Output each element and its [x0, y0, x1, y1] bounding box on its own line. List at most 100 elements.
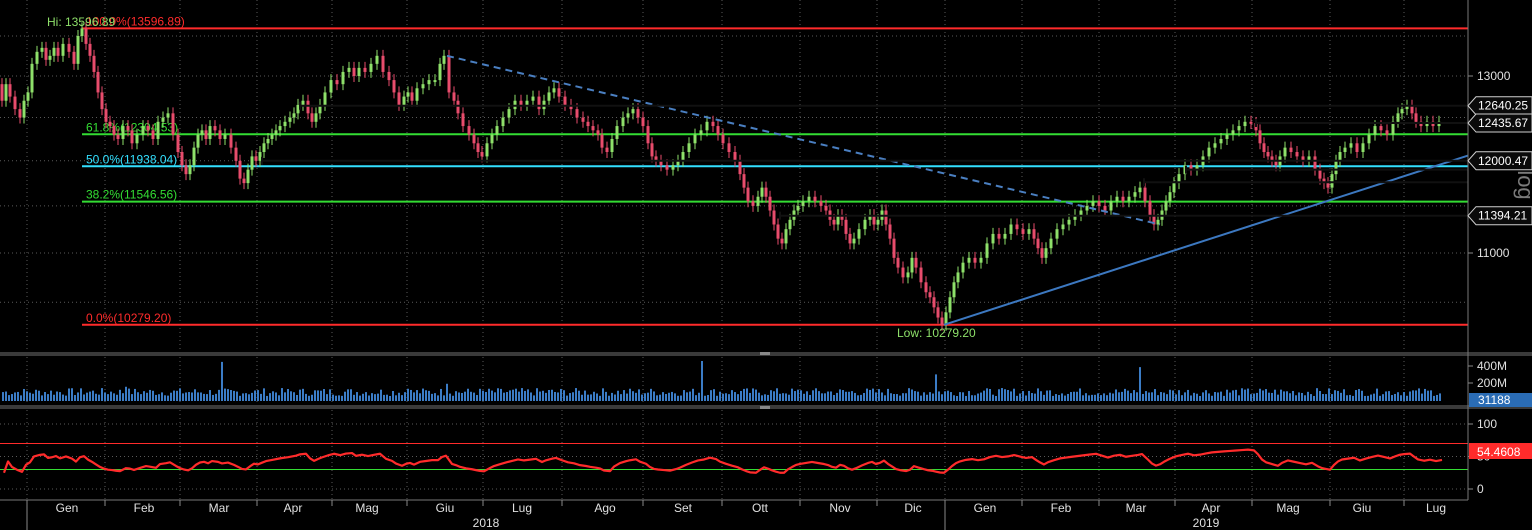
volume-bar: [1271, 392, 1273, 401]
candle-body: [537, 96, 541, 110]
volume-bar: [77, 392, 79, 401]
candle-body: [654, 156, 658, 161]
candle-body: [48, 55, 52, 60]
volume-bar: [23, 388, 25, 401]
volume-bar: [554, 391, 556, 401]
candle-body: [0, 84, 4, 101]
candle-body: [716, 126, 720, 135]
volume-bar: [14, 392, 16, 401]
candle-body: [188, 165, 192, 175]
volume-bar: [839, 389, 841, 401]
volume-bar: [1361, 390, 1363, 401]
candle-body: [952, 282, 956, 298]
x-tick-label: Mag: [1276, 501, 1299, 515]
candle-body: [26, 92, 30, 101]
volume-bar: [110, 391, 112, 401]
candle-body: [1172, 183, 1176, 193]
volume-bar: [842, 390, 844, 401]
candle-body: [1055, 229, 1059, 239]
candle-body: [410, 92, 414, 101]
volume-bar: [152, 390, 154, 401]
volume-bar: [1055, 394, 1057, 401]
candle-body: [621, 117, 625, 127]
candle-body: [352, 67, 356, 76]
volume-bar: [1238, 395, 1240, 401]
candle-body: [1367, 134, 1371, 144]
price-badge: 12000.47: [1467, 151, 1532, 171]
volume-bar: [1205, 390, 1207, 401]
candle-body: [665, 165, 669, 170]
candle-body: [991, 233, 995, 244]
candle-body: [1115, 196, 1119, 202]
volume-bar: [1178, 390, 1180, 401]
volume-bar: [515, 388, 517, 401]
volume-bar: [626, 393, 628, 401]
grid: [0, 0, 1468, 500]
volume-bar: [833, 395, 835, 401]
candle-body: [229, 134, 233, 148]
volume-bar: [1073, 391, 1075, 401]
volume-bar: [746, 388, 748, 401]
candle-body: [461, 113, 465, 127]
candle-body: [581, 117, 585, 122]
volume-bar: [1046, 390, 1048, 401]
volume-bar: [656, 395, 658, 401]
candle-body: [780, 238, 784, 244]
volume-bar: [218, 389, 220, 401]
candle-body: [948, 297, 952, 313]
volume-bar: [308, 395, 310, 401]
volume-bar: [731, 390, 733, 401]
candle-body: [863, 219, 867, 230]
volume-bar: [485, 392, 487, 401]
volume-bar: [638, 389, 640, 401]
volume-bar: [1217, 392, 1219, 401]
volume-bar: [683, 390, 685, 401]
candle-body: [72, 51, 76, 64]
volume-bar: [1115, 389, 1117, 401]
volume-bar: [1133, 390, 1135, 401]
volume-bar: [275, 392, 277, 401]
candle-body: [751, 201, 755, 206]
candle-body: [1318, 169, 1322, 179]
volume-bar: [353, 394, 355, 401]
volume-bar: [692, 388, 694, 401]
volume-bar: [347, 389, 349, 401]
candle-body: [1295, 152, 1299, 157]
candle-body: [848, 233, 852, 244]
volume-bar: [494, 392, 496, 401]
volume-bar: [293, 392, 295, 401]
candle-body: [531, 96, 535, 101]
volume-bar: [278, 395, 280, 401]
volume-bar: [779, 393, 781, 401]
candle-body: [442, 55, 446, 64]
candle-body: [274, 130, 278, 135]
volume-bar: [422, 388, 424, 401]
volume-bar: [389, 395, 391, 401]
volume-bar: [533, 395, 535, 401]
log-scale-label: log: [1513, 170, 1532, 199]
volume-bar: [503, 392, 505, 401]
volume-bar: [1160, 392, 1162, 401]
rsi-line: [2, 448, 1443, 474]
candle-body: [156, 121, 160, 139]
candle-body: [223, 134, 227, 139]
volume-bar: [773, 391, 775, 401]
volume-bar: [254, 390, 256, 401]
volume-bar: [458, 392, 460, 401]
volume-bar: [1301, 392, 1303, 401]
volume-bar: [98, 394, 100, 401]
volume-bar: [809, 394, 811, 401]
volume-bar: [170, 392, 172, 401]
volume-bar: [587, 394, 589, 401]
price-badge: 12435.67: [1467, 113, 1532, 133]
candle-body: [1021, 229, 1025, 234]
volume-bar: [1169, 389, 1171, 401]
candle-body: [92, 55, 96, 72]
volume-bar: [983, 390, 985, 401]
candle-body: [1258, 130, 1262, 144]
volume-bar: [545, 392, 547, 401]
volume-bar: [1004, 389, 1006, 401]
volume-bar: [1277, 394, 1279, 401]
volume-bar: [893, 394, 895, 401]
